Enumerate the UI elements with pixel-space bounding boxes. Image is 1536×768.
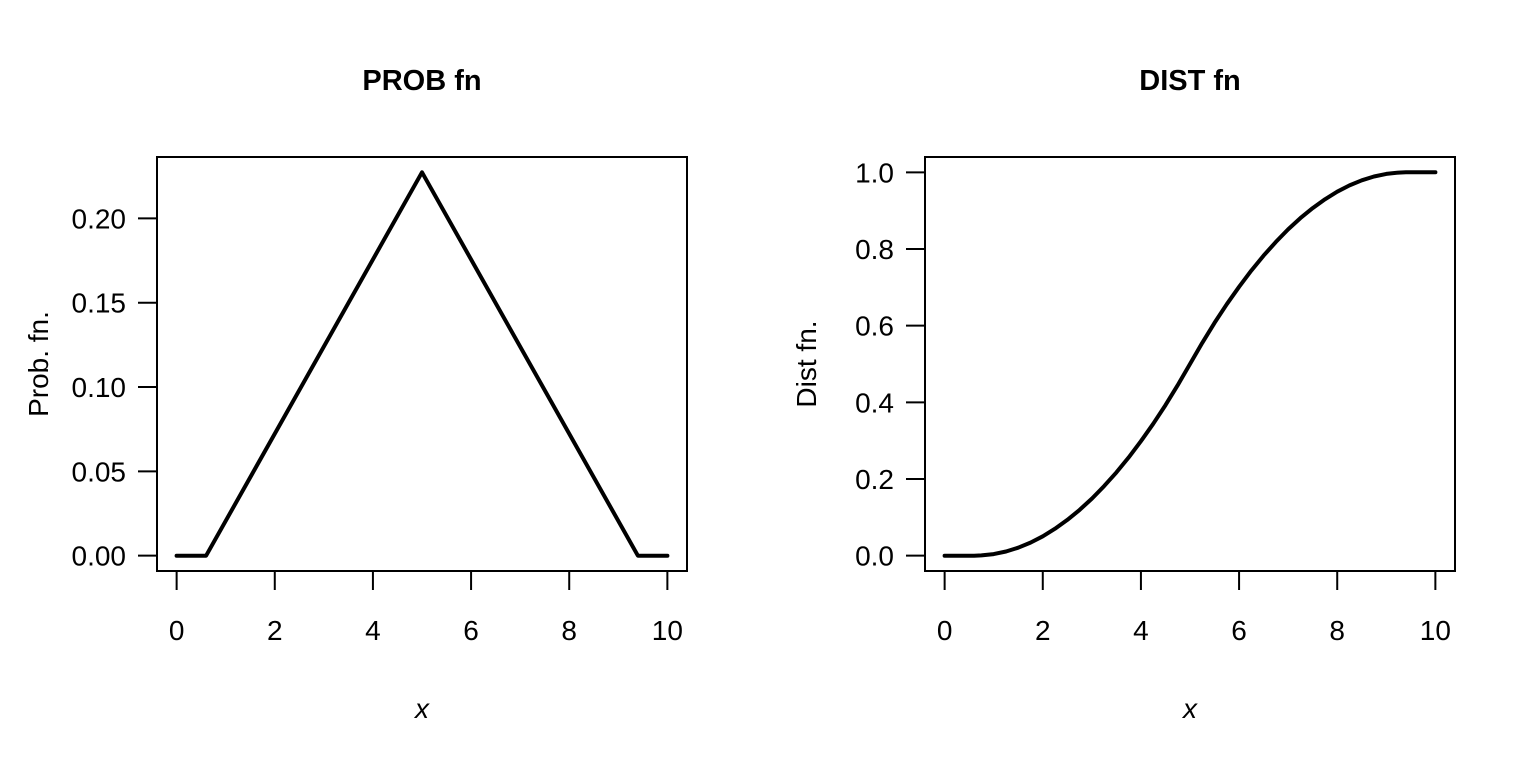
plot-title: DIST fn — [1139, 65, 1241, 97]
x-tick-label: 2 — [1035, 615, 1051, 646]
x-axis-label: x — [1181, 693, 1198, 724]
x-tick-label: 8 — [561, 615, 577, 646]
x-tick-label: 0 — [937, 615, 953, 646]
y-tick-label: 0.0 — [855, 541, 894, 572]
data-series — [174, 170, 670, 558]
plot-frame — [156, 156, 688, 572]
data-line — [942, 170, 1438, 558]
x-tick-label: 4 — [365, 615, 381, 646]
x-tick-label: 8 — [1329, 615, 1345, 646]
data-series — [942, 170, 1438, 558]
y-tick-label: 0.6 — [855, 311, 894, 342]
x-axis-label: x — [413, 693, 430, 724]
x-tick-label: 10 — [652, 615, 683, 646]
y-axis-label: Dist fn. — [791, 320, 822, 407]
y-tick-label: 0.00 — [72, 541, 127, 572]
prob-fn-plot: 0 2 4 6 8 10 0.00 0.05 0.10 0.15 0.20 PROB fn x P… — [23, 65, 688, 724]
y-tick-label: 0.2 — [855, 464, 894, 495]
x-tick-label: 10 — [1420, 615, 1451, 646]
y-axis-label: Prob. fn. — [23, 311, 54, 417]
x-tick-label: 0 — [169, 615, 185, 646]
plot-frame — [924, 156, 1456, 572]
x-tick-label: 6 — [1231, 615, 1247, 646]
y-tick-label: 1.0 — [855, 157, 894, 188]
y-tick-label: 0.8 — [855, 234, 894, 265]
y-tick-label: 0.10 — [72, 372, 127, 403]
x-axis-ticks: 0 2 4 6 8 10 — [169, 571, 683, 646]
y-tick-label: 0.05 — [72, 456, 127, 487]
x-tick-label: 4 — [1133, 615, 1149, 646]
y-axis-ticks: 0.0 0.2 0.4 0.6 0.8 1.0 — [855, 157, 925, 572]
y-tick-label: 0.20 — [72, 203, 127, 234]
x-tick-label: 2 — [267, 615, 283, 646]
data-line — [174, 170, 670, 558]
y-tick-label: 0.15 — [72, 288, 127, 319]
x-axis-ticks: 0 2 4 6 8 10 — [937, 571, 1451, 646]
y-tick-label: 0.4 — [855, 387, 894, 418]
panel-dist-fn: 0 2 4 6 8 10 0.0 0.2 0.4 0.6 0.8 1.0 DIST fn x Dis… — [768, 0, 1536, 768]
panel-prob-fn: 0 2 4 6 8 10 0.00 0.05 0.10 0.15 0.20 PROB fn x P… — [23, 65, 688, 724]
plot-title: PROB fn — [362, 65, 481, 97]
y-axis-ticks: 0.00 0.05 0.10 0.15 0.20 — [72, 203, 157, 572]
dist-fn-plot: 0 2 4 6 8 10 0.0 0.2 0.4 0.6 0.8 1.0 DIST fn x Dis… — [791, 65, 1456, 724]
x-tick-label: 6 — [463, 615, 479, 646]
